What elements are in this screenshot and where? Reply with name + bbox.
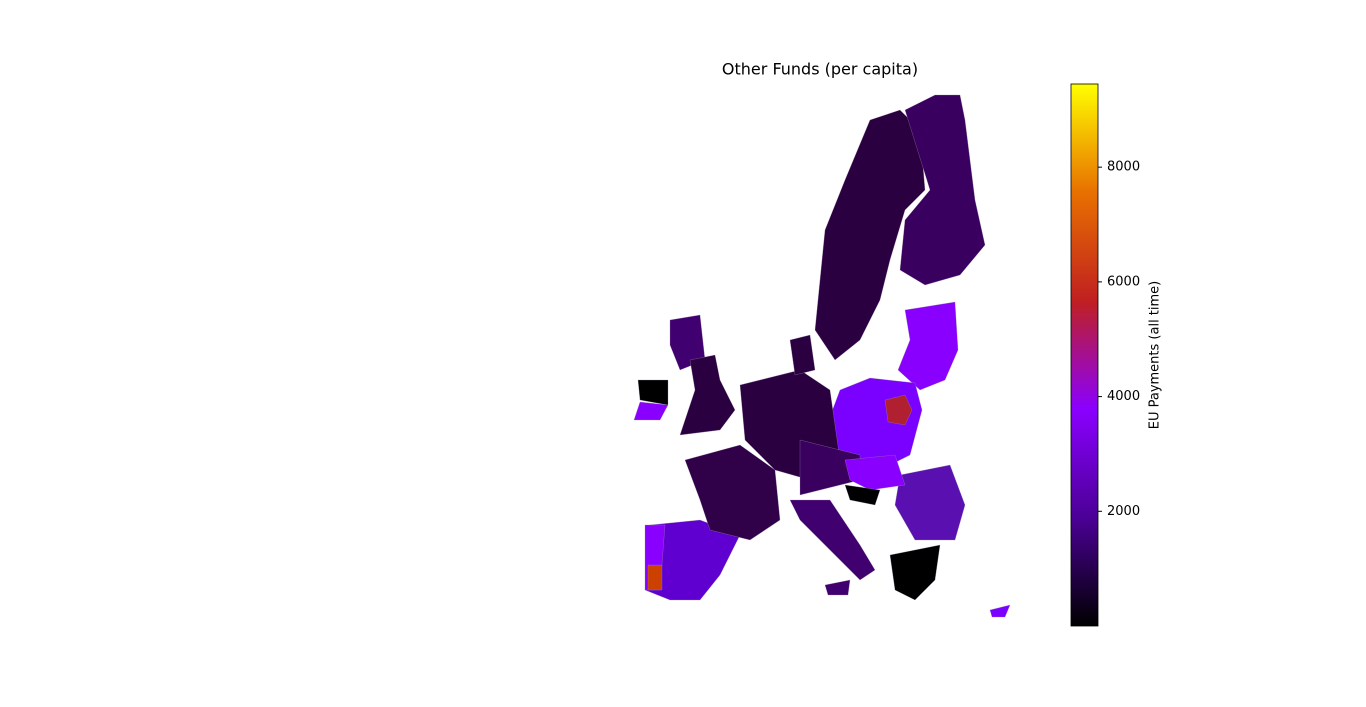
- region: [633, 401, 669, 421]
- colorbar-tick-label: 2000: [1107, 504, 1140, 519]
- region: [889, 544, 941, 601]
- colorbar-label: EU Payments (all time): [1148, 281, 1163, 430]
- region: [899, 94, 986, 286]
- region: [884, 394, 913, 426]
- region: [647, 564, 663, 591]
- map-title: Other Funds (per capita): [722, 60, 918, 79]
- region: [897, 301, 959, 391]
- colorbar: [1070, 83, 1099, 627]
- region: [637, 379, 669, 406]
- region: [844, 484, 881, 506]
- colorbar-tick-label: 4000: [1107, 389, 1140, 404]
- region: [789, 334, 816, 376]
- region: [789, 499, 876, 581]
- region: [679, 354, 736, 436]
- region: [814, 109, 926, 361]
- colorbar-tick-label: 8000: [1107, 160, 1140, 175]
- region: [824, 579, 851, 596]
- region: [844, 454, 906, 491]
- region: [684, 444, 781, 541]
- region: [989, 604, 1011, 618]
- region: [894, 464, 966, 541]
- colorbar-tick-label: 6000: [1107, 274, 1140, 289]
- map: [633, 94, 1011, 618]
